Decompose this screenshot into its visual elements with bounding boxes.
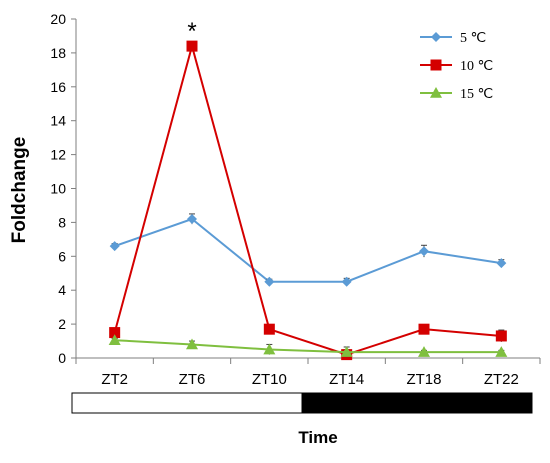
y-tick-label: 16 xyxy=(50,79,66,95)
legend-label: 10 ℃ xyxy=(460,59,493,74)
data-point xyxy=(263,323,275,335)
x-tick-label: ZT14 xyxy=(329,371,364,388)
data-point xyxy=(263,343,276,355)
series-line xyxy=(113,42,502,356)
data-point xyxy=(340,346,353,357)
y-tick-label: 10 xyxy=(50,181,66,197)
y-tick-label: 8 xyxy=(58,214,66,230)
x-tick-label: ZT6 xyxy=(179,371,206,388)
data-point xyxy=(418,323,430,335)
y-tick-label: 14 xyxy=(50,113,66,129)
data-point xyxy=(186,40,198,52)
legend-label: 15 ℃ xyxy=(460,87,493,102)
y-tick-label: 12 xyxy=(50,147,66,163)
legend-label: 5 ℃ xyxy=(460,31,486,46)
legend-marker xyxy=(430,59,442,71)
data-point xyxy=(186,338,198,350)
data-point xyxy=(496,258,507,269)
series-line xyxy=(114,339,502,354)
y-tick-label: 2 xyxy=(58,316,66,332)
y-tick-label: 0 xyxy=(58,350,66,366)
photoperiod-dark-segment xyxy=(301,392,533,414)
x-axis-title: Time xyxy=(298,428,337,447)
data-point xyxy=(109,327,121,339)
legend-marker xyxy=(431,32,441,42)
data-point xyxy=(264,276,275,287)
data-point xyxy=(495,330,507,342)
data-point xyxy=(341,276,352,287)
y-tick-label: 20 xyxy=(50,11,66,27)
data-point xyxy=(108,334,121,346)
y-tick-label: 18 xyxy=(50,45,66,61)
x-tick-label: ZT2 xyxy=(101,371,128,388)
legend-marker xyxy=(430,87,442,98)
x-tick-label: ZT18 xyxy=(406,371,441,388)
data-point xyxy=(109,241,120,252)
x-tick-label: ZT22 xyxy=(484,371,519,388)
significance-asterisk: * xyxy=(187,18,196,45)
series-line xyxy=(114,217,502,283)
y-axis-title: Foldchange xyxy=(9,137,30,244)
y-tick-label: 6 xyxy=(58,248,66,264)
data-point xyxy=(187,214,197,225)
photoperiod-light-segment xyxy=(71,392,303,414)
data-point xyxy=(418,346,430,357)
y-tick-label: 4 xyxy=(58,282,66,298)
x-tick-label: ZT10 xyxy=(252,371,287,388)
data-point xyxy=(495,346,508,357)
data-point xyxy=(419,246,429,257)
